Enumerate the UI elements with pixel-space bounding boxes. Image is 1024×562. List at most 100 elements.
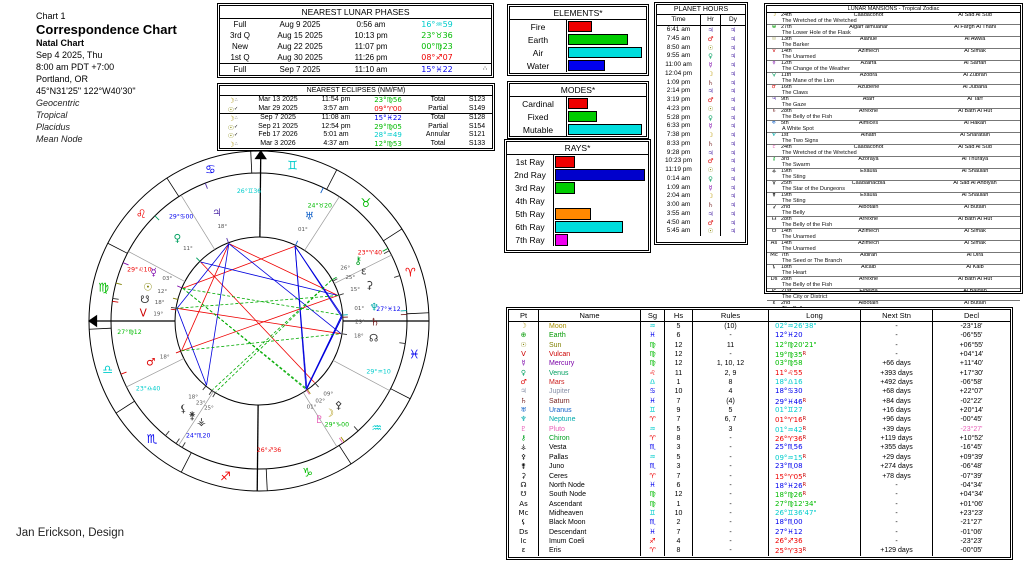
rays-bar xyxy=(555,181,575,194)
pt-rules: - xyxy=(693,443,769,453)
rays-bar-zone xyxy=(553,207,648,220)
aspect-line-sextile xyxy=(305,314,343,390)
moon-phase-icon xyxy=(472,41,491,52)
natal-chart-wheel: ♈ ♉ ♊ ♋ ♌ ♍ ♎ ♏ ♐ ♑ ♒ ♓ 27°♍12 23°♎40 24°♏20 26°♐36 29°♑… xyxy=(84,146,434,496)
day-ruler-glyph: ♃ xyxy=(730,131,736,139)
modes-bar xyxy=(568,124,642,135)
house-cusp-line xyxy=(126,358,184,388)
sign-boundary-line xyxy=(338,445,352,465)
pt-sign: ♈ xyxy=(641,415,665,425)
eclipse-mark-icon: ✓ xyxy=(234,105,239,112)
phase-degree: 00°♍23 xyxy=(421,42,453,51)
phase-date: Aug 30 2025 xyxy=(277,53,323,62)
eclipse-date: Sep 21 2025 xyxy=(258,122,298,130)
saturn-glyph: ♄ xyxy=(370,316,379,328)
planet-table-row: ☊ North Node ♓ 6-18°♓26R - -04°34' xyxy=(509,480,1010,491)
pt-glyph: ♂ xyxy=(509,378,539,388)
eclipse-type: Total xyxy=(430,96,446,103)
elements-bar-zone xyxy=(566,46,646,59)
modes-label: Fixed xyxy=(527,111,549,122)
aspect-line-quincunx xyxy=(215,279,332,393)
uranus-glyph: ♅ xyxy=(305,211,314,223)
mansion-line1: ⚶ 19th Exaula Al Shaulah xyxy=(767,169,1020,175)
hour-time: 10:23 pm xyxy=(657,157,701,166)
pt-next-station: +66 days xyxy=(861,359,933,369)
house-cusp-line xyxy=(128,251,186,282)
pt-house: 10 xyxy=(665,387,693,397)
retrograde-mark: R xyxy=(802,481,807,488)
eclipse-time: 11:54 pm xyxy=(321,96,351,103)
planet-hour-row: 4:23 pm ☉ ♃ xyxy=(657,104,745,114)
pt-name: Vesta xyxy=(539,443,641,453)
mansion-planet-glyph: ☋ xyxy=(771,229,777,234)
hour-ruler-glyph: ☽ xyxy=(701,192,721,201)
pt-next-station: +492 days xyxy=(861,378,933,388)
jupiter-glyph: ♃ xyxy=(212,207,221,219)
retrograde-mark: R xyxy=(802,351,807,358)
uranus-degree-label: 01° xyxy=(298,227,308,233)
ceres-degree-label: 15° xyxy=(350,287,360,293)
planet-degree-tick xyxy=(154,215,160,221)
mansion-meaning: The Mane of the Lion xyxy=(782,77,834,84)
elements-label: Water xyxy=(526,60,550,71)
pt-next-station: +29 days xyxy=(861,452,933,463)
mansion-planet-glyph: V xyxy=(772,49,776,54)
mansion-arabic-name: Al Batn Al Hut xyxy=(958,217,992,222)
hour-time: 6:33 pm xyxy=(657,122,701,131)
mansion-line1: As 14th Azimech Al Simak xyxy=(767,241,1020,247)
vulcan-glyph: V xyxy=(140,307,148,319)
pt-declination: +11°40' xyxy=(959,360,984,368)
pt-house: 5 xyxy=(665,322,693,332)
pluto-glyph: ♇ xyxy=(315,414,324,426)
house-cusp-line xyxy=(304,196,340,251)
pt-sign: ♎ xyxy=(641,378,665,388)
planet-hour-row: 8:50 am ☉ ♃ xyxy=(657,43,745,53)
aspect-line-quincunx xyxy=(176,295,339,309)
mansion-row: ⚶ 19th Exaula Al Shaulah The Sting xyxy=(767,169,1020,181)
pluto-degree-label: 01° xyxy=(307,404,317,410)
pt-house: 8 xyxy=(665,546,693,556)
hour-time: 1:09 am xyxy=(657,183,701,193)
mansion-planet-glyph: ♀ xyxy=(771,73,777,78)
aspect-line-square xyxy=(182,245,296,289)
house-cusp-label: 23°♎40 xyxy=(136,384,160,392)
house-cusp-label: 29°♋00 xyxy=(169,212,193,220)
pt-house: 1 xyxy=(665,499,693,509)
mansion-name: Arrexhe xyxy=(858,109,879,114)
mansion-ordinal: 28th xyxy=(781,217,792,222)
rays-bar-zone xyxy=(553,220,648,233)
lunar-mansions-body: ☽ 24th Caadacohot Al Sad Al Sud The Wretched… xyxy=(767,13,1020,312)
mansion-planet-glyph: ☉ xyxy=(771,37,777,42)
zodiac-sign-glyph: ♍ xyxy=(98,280,109,294)
mansion-arabic-name: Al Simak xyxy=(964,49,986,54)
day-ruler-glyph: ♃ xyxy=(730,69,736,78)
sign-boundary-line xyxy=(390,388,411,400)
rays-label: 1st Ray xyxy=(515,156,545,167)
mansion-line1: ☉ 13th Alahue Al Awwa xyxy=(767,37,1020,43)
retrograde-mark: R xyxy=(802,435,807,442)
pt-declination: +04°34' xyxy=(959,491,984,499)
hour-ruler-glyph: ♀ xyxy=(701,113,721,123)
planet-table-body: ☽ Moon ♒ 5 (10) 02°♒26'38" - -23°18' ⊕ Earth ♓ 6-12… xyxy=(509,322,1010,556)
planet-table-row: ♅ Uranus ♊ 9 5 01°♊27 +16 days +20°14' xyxy=(509,406,1010,416)
mansion-row: ♂ 16th Azubene Al Jubana The Claws xyxy=(767,85,1020,97)
mansion-name: Alnath xyxy=(860,133,877,138)
planet-degree-tick xyxy=(320,187,324,194)
mansion-row: Ds 28th Arrexhe Al Batn Al Hut The Belly of … xyxy=(767,277,1020,289)
pt-declination: -06°58' xyxy=(960,379,983,387)
pt-longitude: 25°♏56 xyxy=(769,443,861,453)
lunar-eclipse-icon: ☽∴ xyxy=(220,140,246,150)
pt-sign: ♈ xyxy=(641,471,665,481)
mansion-line1: ♅ 5th Almices Al Hakah xyxy=(767,121,1020,127)
mansion-ordinal: 2nd xyxy=(781,301,791,306)
hour-time: 4:23 pm xyxy=(657,104,701,114)
eclipse-date: Mar 29 2025 xyxy=(258,104,298,112)
pt-glyph: ☋ xyxy=(509,490,539,500)
rays-title: RAYS* xyxy=(507,142,648,155)
sign-boundary-line xyxy=(166,177,180,197)
rays-label: 2nd Ray xyxy=(514,169,546,180)
aspect-line-quincunx xyxy=(181,333,342,352)
planet-degree-tick xyxy=(383,250,390,254)
eclipse-time: 12:54 pm xyxy=(321,122,351,130)
setting-zodiac-centric: Geocentric xyxy=(36,98,80,108)
